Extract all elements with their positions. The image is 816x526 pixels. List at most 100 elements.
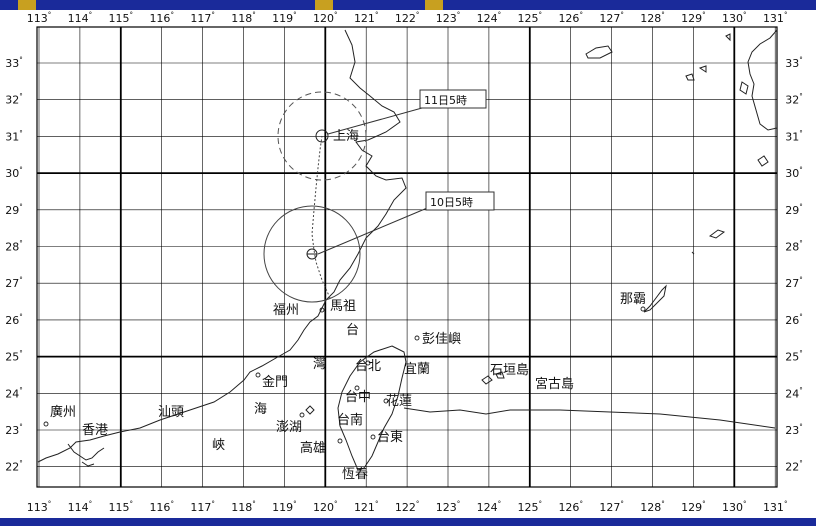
naha-dot [640,306,646,312]
lon-tick-label-bottom: 120° [313,500,338,514]
hk-islet [81,461,95,467]
taizhong-dot [354,385,360,391]
taiwan-coast [337,345,407,471]
lat-tick-label-left: 31° [5,129,23,143]
pengjiayu-dot [414,335,420,341]
kyushu-coast [747,29,778,131]
lon-tick-label-bottom: 119° [272,500,297,514]
lon-tick-label-bottom: 131° [763,500,788,514]
lon-tick-label-bottom: 116° [149,500,174,514]
lat-tick-label-right: 32° [785,93,803,107]
typhoon-track-line [311,135,331,299]
japan-islet [757,155,769,167]
ishigaki-island [481,375,493,385]
place-guangzhou: 廣州 [50,405,76,420]
storm-radius-10d [263,205,361,303]
place-dots [43,306,646,444]
decor-spark [425,0,443,10]
lat-tick-label-right: 23° [785,423,803,437]
place-ishigaki: 石垣島 [490,363,529,378]
japan-islet [739,81,749,95]
place-hualian: 花蓮 [386,393,412,409]
lon-tick-label-top: 117° [190,11,215,25]
lon-tick-label-bottom: 117° [190,500,215,514]
place-fuzhou: 福州 [273,303,299,318]
lon-tick-label-top: 131° [763,11,788,25]
place-miyako: 宮古島 [535,376,574,392]
lat-tick-label-left: 24° [5,386,23,400]
okinawa-island [643,284,667,313]
fuzhou-dot [319,307,325,313]
lat-tick-label-right: 33° [785,56,803,70]
callout-leader-11d [327,107,423,135]
callout-box-10d [425,191,495,211]
lat-tick-label-left: 32° [5,93,23,107]
lat-tick-label-right: 30° [785,166,803,180]
lon-tick-label-bottom: 127° [599,500,624,514]
place-strait-hai: 海 [254,402,267,417]
lon-tick-label-top: 127° [599,11,624,25]
lon-tick-label-bottom: 124° [477,500,502,514]
lat-tick-label-left: 23° [5,423,23,437]
place-taizhong: 台中 [345,390,371,405]
lat-tick-label-right: 26° [785,313,803,327]
grid-lines [37,27,777,487]
place-labels: 上海 福州 馬祖 台 灣 彭佳嶼 台北 宜蘭 金門 台中 花蓮 澎湖 台南 台東… [50,129,646,482]
hualian-dot [383,398,389,404]
lon-tick-label-top: 121° [354,11,379,25]
lat-tick-label-left: 30° [5,166,23,180]
lon-tick-label-top: 128° [640,11,665,25]
lon-tick-label-bottom: 129° [681,500,706,514]
lon-tick-label-top: 126° [558,11,583,25]
storm-radius-11d-forecast [277,91,367,181]
lon-tick-label-bottom: 123° [436,500,461,514]
japan-islet [698,65,707,73]
guangzhou-dot [43,421,49,427]
decor-spark [18,0,36,10]
lon-tick-label-top: 116° [149,11,174,25]
lon-tick-label-top: 120° [313,11,338,25]
lat-tick-label-right: 25° [785,350,803,364]
bottom-decor-bar [0,518,816,526]
taibei-dot [365,360,371,366]
place-strait-xia: 峽 [212,438,225,453]
lat-tick-label-left: 29° [5,203,23,217]
lon-tick-label-top: 113° [27,11,52,25]
lat-tick-label-left: 27° [5,276,23,290]
lon-tick-label-bottom: 113° [27,500,52,514]
lat-tick-label-left: 33° [5,56,23,70]
place-gaoxiong: 高雄 [300,440,326,456]
miyako-island [495,371,505,379]
coastlines [37,29,778,471]
penghu-dot [299,412,305,418]
boundary-line [403,407,776,429]
place-taiwan-strait-wan: 灣 [313,357,326,372]
typhoon-center-11d-icon [315,129,329,143]
callout-label-10d: 10日5時 [430,196,473,209]
place-taibei: 台北 [355,359,381,374]
decor-spark [315,0,333,10]
lon-tick-label-bottom: 130° [722,500,747,514]
lat-tick-label-right: 27° [785,276,803,290]
lat-tick-label-left: 26° [5,313,23,327]
place-penghu: 澎湖 [276,420,302,435]
callout-leader-10d [317,205,433,255]
place-xianggang: 香港 [82,423,108,438]
lon-tick-label-top: 119° [272,11,297,25]
lon-tick-label-bottom: 121° [354,500,379,514]
place-taidong: 台東 [377,429,403,445]
lat-tick-label-right: 24° [785,386,803,400]
callout-label-11d: 11日5時 [424,94,467,107]
japan-islet [685,73,695,81]
lat-tick-label-left: 28° [5,240,23,254]
japan-islet [725,33,731,42]
place-mazu: 馬祖 [330,299,356,314]
lon-tick-label-top: 114° [68,11,93,25]
lon-tick-label-top: 130° [722,11,747,25]
islet-near-27n [691,251,695,255]
lon-tick-label-top: 123° [436,11,461,25]
lon-tick-label-top: 115° [109,11,134,25]
place-jinmen: 金門 [262,374,288,390]
lat-tick-label-right: 31° [785,129,803,143]
lon-tick-label-top: 129° [681,11,706,25]
